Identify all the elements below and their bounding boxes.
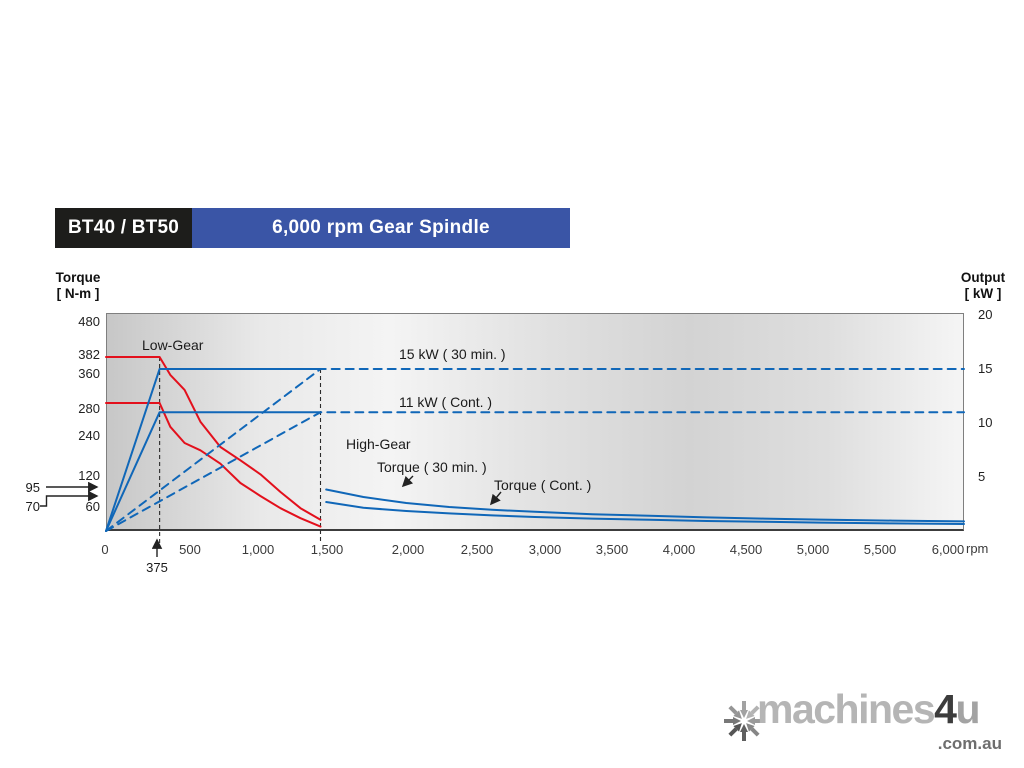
rpm-tick-5000: 5,000 — [796, 542, 830, 557]
label-power-30min: 15 kW ( 30 min. ) — [399, 346, 506, 362]
rpm-tick-4500: 4,500 — [729, 542, 763, 557]
series-low-gear-torque-30min — [105, 356, 322, 521]
torque-tick-280: 280 — [78, 401, 100, 416]
label-high-gear: High-Gear — [346, 436, 411, 452]
rpm-unit-label: rpm — [966, 541, 989, 556]
rpm-tick-2000: 2,000 — [391, 542, 425, 557]
series-high-gear-output-cont — [105, 411, 965, 532]
model-badge: BT40 / BT50 — [55, 208, 192, 248]
page-title: 6,000 rpm Gear Spindle — [192, 208, 570, 248]
label-torque-95: 95 — [25, 480, 40, 495]
reference-lines — [159, 357, 322, 543]
output-axis-unit: [ kW ] — [964, 285, 1002, 301]
output-tick-10: 10 — [978, 415, 993, 430]
series-low-gear-output-30min — [105, 368, 322, 532]
output-tick-15: 15 — [978, 361, 993, 376]
torque-tick-60: 60 — [85, 499, 100, 514]
arrow-torque-30min — [401, 475, 414, 488]
watermark-brand: machines4u — [757, 686, 980, 733]
series-lines — [105, 356, 965, 532]
brand-4: 4 — [934, 686, 957, 732]
arrow-70 — [40, 490, 99, 507]
rpm-tick-1500: 1,500 — [310, 542, 344, 557]
rpm-tick-0: 0 — [101, 542, 109, 557]
torque-axis-title-text: Torque — [55, 270, 101, 285]
series-low-gear-torque-cont — [105, 402, 322, 528]
rpm-tick-1000: 1,000 — [241, 542, 275, 557]
rpm-tick-2500: 2,500 — [460, 542, 494, 557]
torque-tick-240: 240 — [78, 428, 100, 443]
output-tick-5: 5 — [978, 469, 986, 484]
rpm-tick-6000: 6,000 — [931, 542, 965, 557]
watermark: machines4u .com.au — [722, 686, 1006, 758]
series-low-gear-output-cont — [105, 411, 322, 532]
torque-tick-360: 360 — [78, 366, 100, 381]
series-high-gear-output-30min — [105, 368, 965, 532]
torque-tick-120: 120 — [78, 468, 100, 483]
torque-axis-title: Torque [ N-m ] — [46, 270, 110, 302]
series-high-gear-torque-cont — [325, 501, 965, 525]
rpm-tick-500: 500 — [179, 542, 201, 557]
label-torque-30min: Torque ( 30 min. ) — [377, 459, 487, 475]
torque-tick-480: 480 — [78, 314, 100, 329]
series-high-gear-torque-30min — [325, 488, 965, 523]
plot-area — [106, 313, 964, 531]
annotation-arrows — [40, 475, 502, 557]
output-axis-title-text: Output — [960, 270, 1006, 285]
rpm-tick-4000: 4,000 — [662, 542, 696, 557]
chart-header: BT40 / BT50 6,000 rpm Gear Spindle — [55, 208, 570, 248]
label-torque-cont: Torque ( Cont. ) — [494, 477, 592, 493]
brand-machines: machines — [757, 686, 936, 732]
brand-u: u — [955, 686, 980, 732]
rpm-tick-3500: 3,500 — [595, 542, 629, 557]
watermark-domain: .com.au — [937, 734, 1002, 753]
label-base-speed-375: 375 — [146, 560, 168, 575]
torque-axis-unit: [ N-m ] — [56, 285, 100, 301]
torque-tick-382: 382 — [78, 347, 100, 362]
output-tick-20: 20 — [978, 307, 993, 322]
rpm-tick-5500: 5,500 — [863, 542, 897, 557]
label-low-gear: Low-Gear — [142, 337, 204, 353]
arrow-torque-cont — [489, 491, 502, 506]
label-power-cont: 11 kW ( Cont. ) — [399, 394, 493, 410]
rpm-tick-3000: 3,000 — [528, 542, 562, 557]
output-axis-title: Output [ kW ] — [952, 270, 1014, 302]
machines4u-star-icon — [724, 701, 764, 741]
label-torque-70: 70 — [25, 499, 40, 514]
